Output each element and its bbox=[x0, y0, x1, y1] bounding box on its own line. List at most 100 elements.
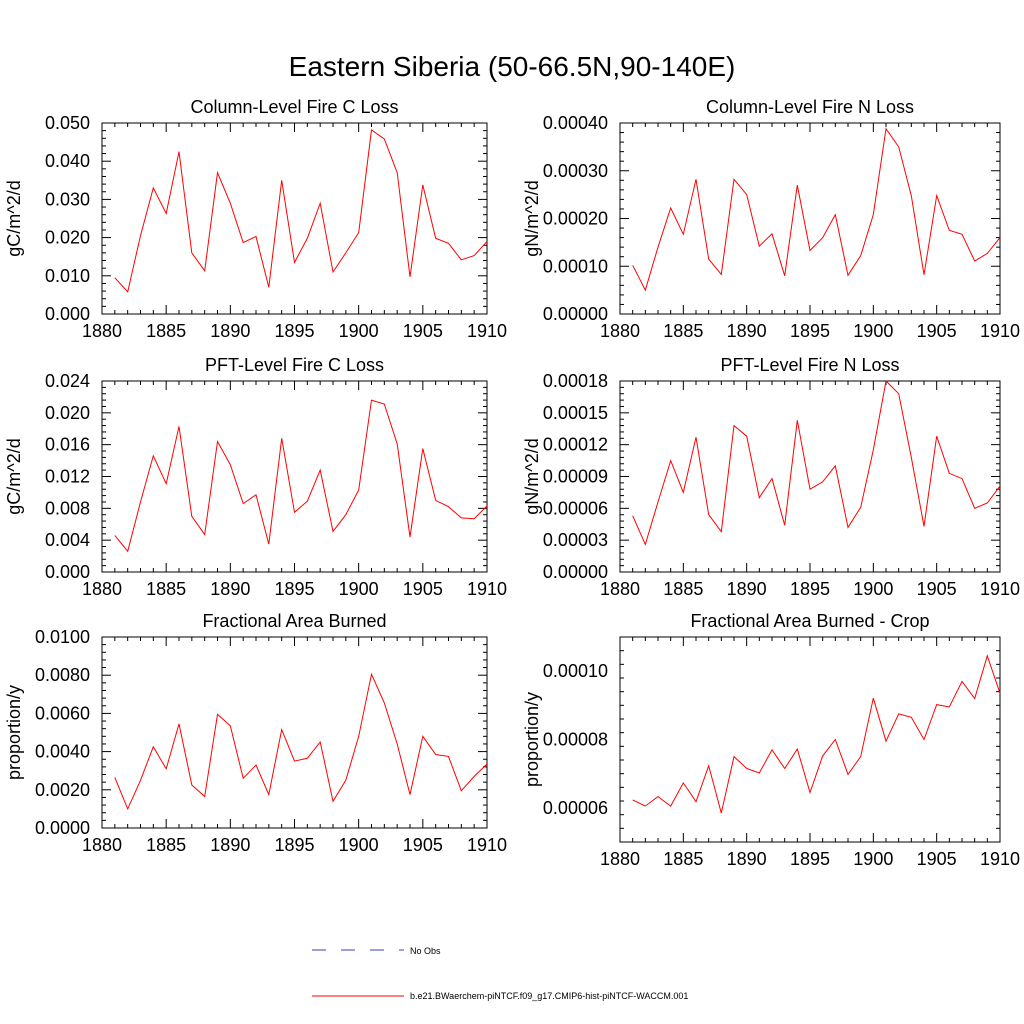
y-tick-label: 0.024 bbox=[45, 371, 90, 391]
chart-title: Column-Level Fire N Loss bbox=[706, 97, 914, 117]
x-tick-label: 1895 bbox=[790, 849, 830, 869]
x-tick-label: 1905 bbox=[403, 321, 443, 341]
series-line bbox=[114, 399, 488, 553]
chart-title: PFT-Level Fire C Loss bbox=[205, 355, 384, 375]
chart-title: Fractional Area Burned - Crop bbox=[690, 611, 929, 631]
chart-panel-2: Column-Level Fire N Loss gN/m^2/d 1880 1885… bbox=[522, 97, 1020, 341]
plot-frame bbox=[619, 636, 1001, 843]
x-tick-label: 1905 bbox=[403, 835, 443, 855]
y-tick-label: 0.000 bbox=[45, 562, 90, 582]
y-tick-label: 0.00000 bbox=[543, 562, 608, 582]
y-tick-label: 0.00018 bbox=[543, 371, 608, 391]
x-tick-label: 1890 bbox=[210, 579, 250, 599]
x-tick-label: 1895 bbox=[274, 321, 314, 341]
x-tick-label: 1905 bbox=[403, 579, 443, 599]
x-tick-label: 1900 bbox=[339, 321, 379, 341]
y-tick-label: 0.016 bbox=[45, 435, 90, 455]
x-tick-label: 1905 bbox=[917, 321, 957, 341]
y-axis-label: gC/m^2/d bbox=[4, 180, 24, 256]
y-tick-label: 0.00008 bbox=[543, 730, 608, 750]
x-tick-label: 1895 bbox=[274, 835, 314, 855]
y-tick-label: 0.00040 bbox=[543, 113, 608, 133]
y-axis-label: gN/m^2/d bbox=[522, 438, 542, 514]
x-tick-label: 1880 bbox=[600, 321, 640, 341]
x-tick-label: 1910 bbox=[980, 579, 1020, 599]
plot-frame bbox=[619, 122, 1001, 315]
x-tick-label: 1885 bbox=[663, 321, 703, 341]
y-tick-label: 0.030 bbox=[45, 189, 90, 209]
y-tick-label: 0.0040 bbox=[35, 742, 90, 762]
series-line bbox=[114, 129, 488, 293]
y-tick-label: 0.00000 bbox=[543, 304, 608, 324]
chart-title: PFT-Level Fire N Loss bbox=[720, 355, 899, 375]
series-line bbox=[632, 654, 1001, 814]
y-axis-label: proportion/y bbox=[522, 692, 542, 787]
x-tick-label: 1905 bbox=[917, 579, 957, 599]
x-tick-label: 1895 bbox=[790, 579, 830, 599]
x-tick-label: 1890 bbox=[727, 579, 767, 599]
plot-frame bbox=[101, 636, 488, 829]
x-tick-label: 1880 bbox=[82, 835, 122, 855]
x-tick-label: 1910 bbox=[467, 579, 507, 599]
x-tick-label: 1910 bbox=[980, 321, 1020, 341]
y-axis-label: proportion/y bbox=[4, 685, 24, 780]
y-tick-label: 0.008 bbox=[45, 498, 90, 518]
x-tick-label: 1900 bbox=[339, 579, 379, 599]
series-line bbox=[632, 127, 1001, 292]
x-tick-label: 1880 bbox=[600, 849, 640, 869]
series-line bbox=[632, 379, 1001, 546]
x-tick-label: 1900 bbox=[853, 321, 893, 341]
chart-panel-6: Fractional Area Burned - Crop proportion/… bbox=[522, 611, 1020, 869]
y-tick-label: 0.0080 bbox=[35, 665, 90, 685]
y-tick-label: 0.020 bbox=[45, 228, 90, 248]
legend: No Obs b.e21.BWaerchem-piNTCF.f09_g17.CMI… bbox=[312, 946, 688, 1001]
x-tick-label: 1885 bbox=[146, 579, 186, 599]
legend-label-no-obs: No Obs bbox=[410, 946, 441, 956]
x-tick-label: 1910 bbox=[980, 849, 1020, 869]
y-tick-label: 0.0020 bbox=[35, 780, 90, 800]
x-tick-label: 1895 bbox=[790, 321, 830, 341]
x-tick-label: 1905 bbox=[917, 849, 957, 869]
y-tick-label: 0.00006 bbox=[543, 498, 608, 518]
x-tick-label: 1885 bbox=[663, 579, 703, 599]
y-tick-label: 0.00003 bbox=[543, 530, 608, 550]
y-tick-label: 0.00006 bbox=[543, 798, 608, 818]
x-tick-label: 1880 bbox=[600, 579, 640, 599]
x-tick-label: 1890 bbox=[210, 835, 250, 855]
y-axis-label: gC/m^2/d bbox=[4, 438, 24, 514]
chart-panel-4: PFT-Level Fire N Loss gN/m^2/d 1880 1885 189… bbox=[522, 355, 1020, 599]
x-tick-label: 1900 bbox=[853, 579, 893, 599]
x-tick-label: 1910 bbox=[467, 835, 507, 855]
figure-title: Eastern Siberia (50-66.5N,90-140E) bbox=[289, 51, 736, 82]
panels-group: Column-Level Fire C Loss gC/m^2/d 1880 1885… bbox=[4, 97, 1020, 869]
plot-frame bbox=[101, 122, 488, 315]
series-line bbox=[114, 672, 488, 811]
y-tick-label: 0.020 bbox=[45, 403, 90, 423]
x-tick-label: 1900 bbox=[853, 849, 893, 869]
y-tick-label: 0.040 bbox=[45, 151, 90, 171]
chart-title: Fractional Area Burned bbox=[202, 611, 386, 631]
y-tick-label: 0.0100 bbox=[35, 627, 90, 647]
x-tick-label: 1900 bbox=[339, 835, 379, 855]
y-tick-label: 0.004 bbox=[45, 530, 90, 550]
x-tick-label: 1880 bbox=[82, 321, 122, 341]
y-tick-label: 0.00020 bbox=[543, 209, 608, 229]
chart-panel-5: Fractional Area Burned proportion/y 1880 18… bbox=[4, 611, 507, 855]
y-axis-label: gN/m^2/d bbox=[522, 180, 542, 256]
x-tick-label: 1890 bbox=[727, 849, 767, 869]
y-tick-label: 0.050 bbox=[45, 113, 90, 133]
y-tick-label: 0.00009 bbox=[543, 467, 608, 487]
chart-panel-3: PFT-Level Fire C Loss gC/m^2/d 1880 1885 189… bbox=[4, 355, 507, 599]
x-tick-label: 1885 bbox=[663, 849, 703, 869]
y-tick-label: 0.00012 bbox=[543, 435, 608, 455]
x-tick-label: 1890 bbox=[727, 321, 767, 341]
y-tick-label: 0.00015 bbox=[543, 403, 608, 423]
legend-label-case: b.e21.BWaerchem-piNTCF.f09_g17.CMIP6-his… bbox=[410, 991, 688, 1001]
x-tick-label: 1885 bbox=[146, 321, 186, 341]
chart-panel-1: Column-Level Fire C Loss gC/m^2/d 1880 1885… bbox=[4, 97, 507, 341]
x-tick-label: 1910 bbox=[467, 321, 507, 341]
x-tick-label: 1890 bbox=[210, 321, 250, 341]
x-tick-label: 1895 bbox=[274, 579, 314, 599]
y-tick-label: 0.00010 bbox=[543, 661, 608, 681]
